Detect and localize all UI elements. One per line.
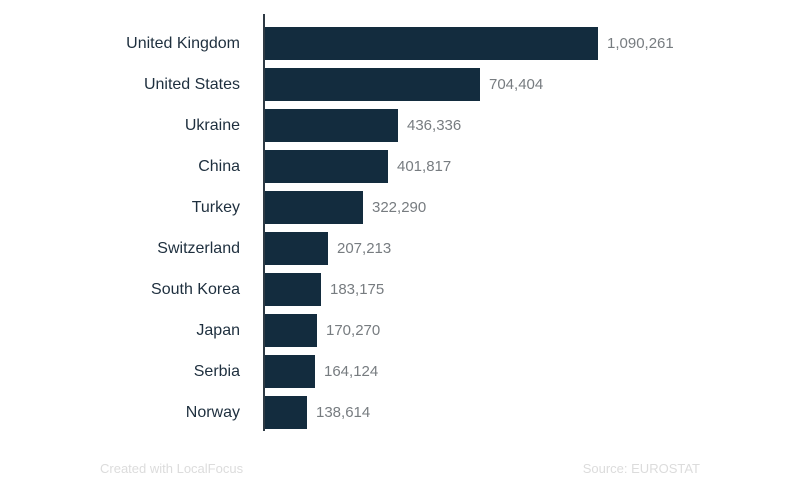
bar (265, 68, 480, 101)
y-axis-line (263, 14, 265, 431)
bar-chart-plot: United Kingdom 1,090,261 United States 704,… (0, 14, 800, 431)
value-label: 164,124 (324, 363, 379, 380)
bar (265, 396, 307, 429)
category-label: Serbia (193, 363, 240, 380)
bar (265, 109, 398, 142)
bar (265, 273, 321, 306)
value-label: 436,336 (407, 117, 462, 134)
bar-row: United States 704,404 (0, 68, 800, 101)
bar (265, 355, 315, 388)
category-label: Switzerland (157, 240, 240, 257)
value-label: 170,270 (326, 322, 381, 339)
category-label: China (198, 158, 240, 175)
bar-row: Serbia 164,124 (0, 355, 800, 388)
credit-text: Created with LocalFocus (100, 460, 244, 476)
bar (265, 150, 388, 183)
category-label: United Kingdom (126, 35, 240, 52)
value-label: 138,614 (316, 404, 371, 421)
bar-row: South Korea 183,175 (0, 273, 800, 306)
value-label: 207,213 (337, 240, 392, 257)
category-label: Japan (196, 322, 240, 339)
bar-row: Switzerland 207,213 (0, 232, 800, 265)
bar (265, 314, 317, 347)
category-label: Norway (185, 404, 240, 421)
bar (265, 232, 328, 265)
bar-row: Turkey 322,290 (0, 191, 800, 224)
category-label: Ukraine (184, 117, 240, 134)
category-label: United States (143, 76, 240, 93)
value-label: 1,090,261 (607, 35, 674, 52)
category-label: South Korea (151, 281, 240, 298)
bar-row: Ukraine 436,336 (0, 109, 800, 142)
bar (265, 27, 598, 60)
value-label: 322,290 (372, 199, 427, 216)
bar-row: United Kingdom 1,090,261 (0, 27, 800, 60)
value-label: 401,817 (397, 158, 452, 175)
chart-footer: Created with LocalFocus Source: EUROSTAT (100, 458, 700, 478)
category-label: Turkey (191, 199, 240, 216)
bar-row: Norway 138,614 (0, 396, 800, 429)
value-label: 704,404 (489, 76, 544, 93)
source-text: Source: EUROSTAT (582, 460, 700, 476)
bar-row: Japan 170,270 (0, 314, 800, 347)
bar-row: China 401,817 (0, 150, 800, 183)
bar (265, 191, 363, 224)
value-label: 183,175 (330, 281, 385, 298)
